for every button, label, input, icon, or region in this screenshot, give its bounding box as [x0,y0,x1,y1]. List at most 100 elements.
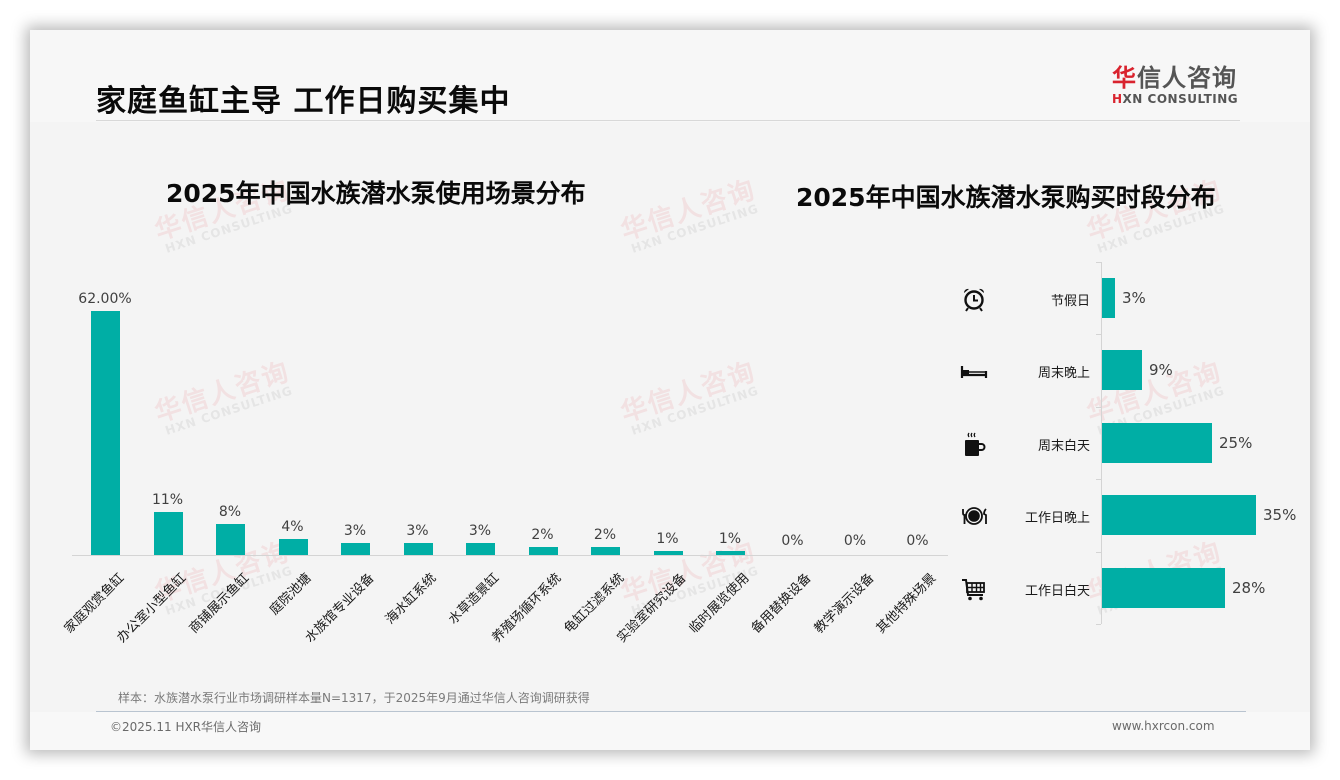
bar [216,524,245,555]
category-label: 工作日白天 [1024,584,1090,599]
bed-icon [960,358,988,384]
bar [91,311,120,555]
bar-value-label: 28% [1232,579,1266,597]
bar-value-label: 3% [406,523,429,539]
title-divider [96,120,1240,121]
bar-item: 4% 庭院池塘 [262,280,324,618]
bar-value-label: 3% [468,523,492,539]
category-label: 工作日晚上 [1024,511,1090,526]
watermark-cn: 华信人咨询 [617,174,760,247]
copyright: ©2025.11 HXR华信人咨询 [110,720,262,734]
category-label: 周末晚上 [1037,366,1090,381]
bar-value-label: 0% [781,533,804,549]
bar [1102,350,1142,390]
category-label: 备用替换设备 [749,570,815,637]
logo-cn: 华信人咨询 [1112,64,1252,92]
chart-title-purchase-time: 2025年中国水族潜水泵购买时段分布 [796,183,1216,212]
bar-item: 0% 备用替换设备 [749,280,824,637]
purchase-time-bar-chart: 节假日 3% 周末晚上 9% 周末白天 25% 工作日晚上 35% 工作日白天 28% [930,262,1296,625]
header-band [30,30,1310,122]
axis-tick [1096,552,1101,553]
bar-value-label: 9% [1149,361,1173,379]
category-label: 临时展览使用 [686,570,753,637]
category-label: 水草造景缸 [445,570,503,628]
bar [1102,423,1212,463]
x-axis [72,555,948,556]
bar-item: 8% 商铺展示鱼缸 [187,280,261,637]
company-logo: 华信人咨询 HXN CONSULTING [1112,64,1252,106]
bar [653,551,683,555]
bar-value-label: 0% [843,533,867,549]
category-label: 教学演示设备 [811,570,878,637]
shopping-cart-icon [960,576,988,602]
bar [716,551,745,555]
category-label: 周末白天 [1037,439,1090,454]
bar-value-label: 3% [1122,289,1146,307]
bar-value-label: 25% [1219,434,1253,452]
bar [278,539,308,555]
bar-value-label: 4% [281,519,304,535]
bar-value-label: 1% [656,531,679,547]
bar-value-label: 3% [343,523,367,539]
website-link[interactable]: www.hxrcon.com [1112,719,1215,733]
bar [153,512,183,555]
bar-row: 工作日白天 28% [930,552,1290,624]
bar-item: 2% 龟缸过滤系统 [562,280,636,637]
axis-tick [1096,624,1101,625]
bar-value-label: 2% [593,527,617,543]
bar-row: 节假日 3% [930,262,1290,334]
axis-tick [1096,407,1101,408]
footer-divider [96,711,1246,712]
chart-title-usage: 2025年中国水族潜水泵使用场景分布 [166,179,586,208]
bar-value-label: 35% [1263,506,1297,524]
bar-item: 0% 教学演示设备 [812,280,886,637]
bar [341,543,370,555]
bar-item: 3% 水草造景缸 [446,280,511,627]
logo-en: HXN CONSULTING [1112,92,1252,106]
bar-row: 周末晚上 9% [930,334,1290,406]
logo-cn-rest: 信人咨询 [1137,64,1237,92]
usage-scene-bar-chart: 62.00% 家庭观赏鱼缸 11% 办公室小型鱼缸 8% 商铺展示鱼缸 4% 庭院池塘 3% 水族… [62,280,948,646]
bar [466,543,495,555]
bar-value-label: 8% [218,504,242,520]
bar-value-label: 11% [151,492,184,508]
bar-value-label: 1% [718,531,742,547]
bar [1102,495,1256,535]
category-label: 海水缸系统 [383,570,440,628]
logo-cn-red: 华 [1112,64,1137,92]
category-label: 商铺展示鱼缸 [186,570,253,637]
bar [1102,278,1115,318]
sample-footnote: 样本：水族潜水泵行业市场调研样本量N=1317，于2025年9月通过华信人咨询调… [118,691,590,705]
bar [591,547,620,555]
watermark-en: HXN CONSULTING [629,201,761,256]
y-axis [1101,262,1102,624]
bar [1102,568,1225,608]
coffee-cup-icon [960,431,988,457]
bar-item: 3% 海水缸系统 [383,280,449,627]
bar [403,543,433,555]
axis-tick [1096,479,1101,480]
logo-en-rest: XN CONSULTING [1122,92,1239,106]
bar-item: 62.00% 家庭观赏鱼缸 [62,280,136,637]
bar-value-label: 2% [531,527,554,543]
bar-item: 2% 养殖场循环系统 [490,280,574,646]
page-title: 家庭鱼缸主导 工作日购买集中 [96,84,511,119]
bar [528,547,558,555]
bar-item: 1% 实验室研究设备 [615,280,699,646]
axis-tick [1096,334,1101,335]
axis-tick [1096,262,1101,263]
bar-item: 11% 办公室小型鱼缸 [115,280,199,646]
bar-value-label: 62.00% [78,291,132,307]
category-label: 节假日 [1050,294,1090,309]
bar-value-label: 0% [906,533,929,549]
category-label: 庭院池塘 [267,570,315,619]
footer-band [30,712,1310,750]
bar-row: 周末白天 25% [930,407,1290,479]
logo-en-red: H [1112,92,1123,106]
bar-row: 工作日晚上 35% [930,479,1296,551]
slide: 家庭鱼缸主导 工作日购买集中 华信人咨询 HXN CONSULTING 华信人咨… [30,30,1310,750]
bar-item: 3% 水族馆专业设备 [302,280,386,646]
dinner-plate-icon [960,503,988,529]
alarm-clock-icon [960,286,988,312]
